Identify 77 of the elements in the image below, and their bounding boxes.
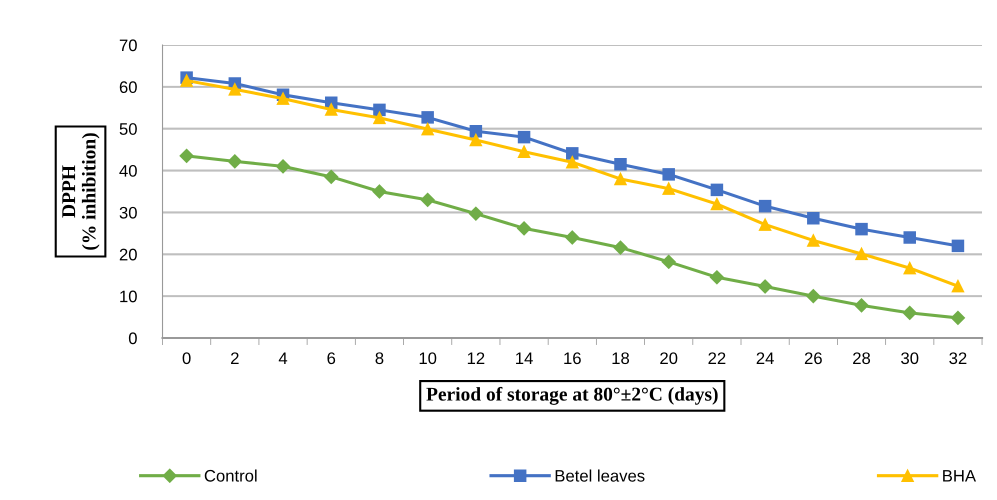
x-tick-label: 24 bbox=[756, 352, 774, 364]
point bbox=[758, 279, 772, 294]
point bbox=[662, 254, 676, 269]
x-tick-label: 28 bbox=[853, 352, 870, 364]
point bbox=[421, 122, 434, 136]
point bbox=[903, 262, 916, 274]
point bbox=[807, 212, 820, 225]
point bbox=[420, 192, 435, 207]
point bbox=[952, 280, 964, 292]
point bbox=[613, 240, 628, 255]
point bbox=[373, 112, 386, 124]
point bbox=[710, 184, 724, 196]
point bbox=[180, 74, 193, 87]
point bbox=[373, 104, 386, 116]
x-axis-title: Period of storage at 80°±2°C (days) bbox=[426, 386, 718, 405]
legend-label: BHA bbox=[943, 470, 976, 482]
x-tick-label: 10 bbox=[420, 352, 436, 364]
point bbox=[806, 289, 820, 304]
x-tick-label: 22 bbox=[708, 352, 726, 364]
point bbox=[614, 158, 627, 171]
y-tick-label: 30 bbox=[120, 206, 137, 219]
point bbox=[566, 147, 579, 160]
x-tick-label: 32 bbox=[949, 352, 966, 364]
y-tick-label: 10 bbox=[120, 290, 137, 302]
x-tick-label: 4 bbox=[278, 352, 288, 364]
point bbox=[952, 240, 964, 252]
y-tick-label: 70 bbox=[120, 39, 137, 52]
x-tick-label: 26 bbox=[804, 352, 822, 364]
point bbox=[324, 103, 338, 116]
point bbox=[950, 310, 966, 325]
point bbox=[276, 159, 290, 174]
legend-label: Control bbox=[204, 469, 257, 482]
point bbox=[276, 92, 290, 105]
x-tick-label: 2 bbox=[231, 352, 239, 364]
point bbox=[372, 184, 387, 199]
x-tick-label: 0 bbox=[182, 352, 191, 364]
y-tick-label: 40 bbox=[119, 164, 137, 177]
x-tick-label: 18 bbox=[612, 352, 630, 364]
point bbox=[662, 168, 675, 181]
point bbox=[614, 172, 627, 186]
point bbox=[903, 231, 916, 244]
point bbox=[516, 221, 532, 236]
y-axis-title: DPPH (% inhibition) bbox=[62, 133, 100, 250]
point bbox=[518, 145, 530, 158]
point bbox=[565, 230, 580, 245]
point bbox=[855, 222, 868, 236]
point bbox=[518, 130, 530, 144]
point bbox=[855, 248, 868, 260]
x-tick-label: 12 bbox=[468, 352, 484, 364]
point bbox=[710, 198, 724, 210]
point bbox=[662, 182, 675, 195]
point bbox=[470, 124, 482, 138]
point bbox=[758, 200, 772, 212]
x-tick-label: 16 bbox=[564, 352, 581, 364]
point bbox=[228, 83, 242, 96]
point bbox=[758, 218, 772, 231]
point bbox=[228, 154, 242, 168]
point bbox=[180, 148, 194, 163]
y-tick-label: 0 bbox=[128, 332, 137, 344]
x-tick-label: 8 bbox=[376, 352, 384, 364]
y-tick-label: 60 bbox=[120, 81, 137, 94]
point bbox=[854, 298, 869, 312]
x-tick-label: 20 bbox=[660, 352, 678, 364]
point bbox=[324, 170, 338, 184]
point bbox=[421, 111, 434, 124]
x-tick-label: 30 bbox=[901, 352, 918, 364]
y-tick-label: 20 bbox=[120, 248, 137, 260]
point bbox=[902, 306, 917, 320]
point bbox=[468, 206, 483, 221]
point bbox=[710, 270, 724, 284]
y-tick-label: 50 bbox=[120, 123, 137, 135]
x-tick-label: 6 bbox=[327, 352, 336, 364]
point bbox=[807, 234, 820, 247]
point bbox=[566, 156, 579, 168]
x-tick-label: 14 bbox=[516, 352, 533, 364]
legend-label: Betel leaves bbox=[556, 469, 645, 482]
point bbox=[470, 134, 482, 146]
